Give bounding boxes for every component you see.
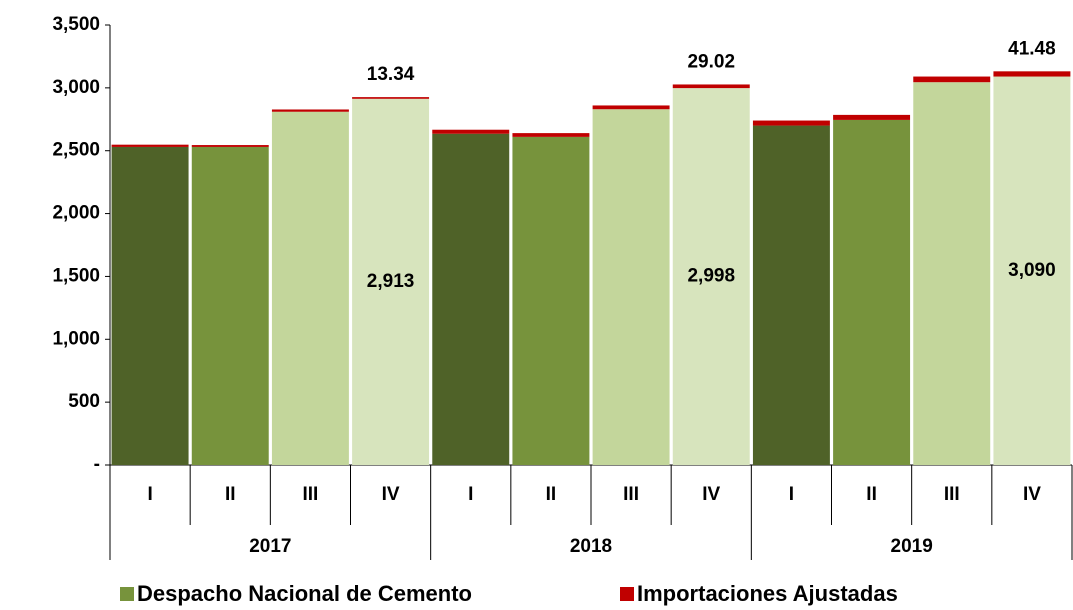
x-tick-label: II: [866, 484, 877, 505]
y-tick-label: 1,000: [52, 328, 100, 349]
bar-segment: [432, 129, 510, 134]
y-tick-label: 2,500: [52, 140, 100, 161]
x-tick-label: II: [225, 484, 236, 505]
x-tick-label: I: [147, 484, 152, 505]
x-tick-label: III: [302, 484, 318, 505]
bar-segment: [191, 146, 269, 465]
value-label: 2,913: [367, 271, 415, 292]
value-label: 3,090: [1008, 260, 1056, 281]
x-tick-label: IV: [702, 484, 720, 505]
bar-segment: [672, 84, 750, 89]
y-tick-label: 1,500: [52, 265, 100, 286]
x-tick-label: IV: [1023, 484, 1041, 505]
bar-segment: [432, 133, 510, 465]
bar-segment: [111, 144, 189, 147]
bar-segment: [993, 76, 1071, 466]
bar-segment: [913, 76, 991, 83]
legend-label: Importaciones Ajustadas: [637, 581, 898, 606]
group-label: 2018: [570, 536, 612, 557]
bar-segment: [833, 114, 911, 120]
bar-segment: [752, 125, 830, 466]
bar-segment: [512, 136, 590, 465]
bar-segment: [352, 98, 430, 466]
y-tick-label: -: [94, 454, 100, 475]
legend-swatch: [620, 587, 634, 601]
bar-segment: [993, 71, 1071, 77]
group-label: 2017: [249, 536, 291, 557]
bar-segment: [191, 145, 269, 147]
x-tick-label: III: [944, 484, 960, 505]
bar-segment: [271, 109, 349, 112]
x-tick-label: II: [546, 484, 557, 505]
legend-swatch: [120, 587, 134, 601]
bar-segment: [672, 88, 750, 465]
y-tick-label: 2,000: [52, 203, 100, 224]
value-label: 2,998: [687, 266, 735, 287]
bar-segment: [111, 146, 189, 465]
value-label: 29.02: [687, 51, 735, 72]
value-label: 13.34: [367, 64, 415, 85]
bar-segment: [592, 109, 670, 465]
y-tick-label: 500: [68, 391, 100, 412]
bar-segment: [271, 111, 349, 465]
legend-label: Despacho Nacional de Cemento: [137, 581, 472, 606]
y-tick-label: 3,500: [52, 14, 100, 35]
value-label: 41.48: [1008, 38, 1056, 59]
x-tick-label: III: [623, 484, 639, 505]
bar-segment: [352, 97, 430, 99]
x-tick-label: I: [468, 484, 473, 505]
group-label: 2019: [891, 536, 933, 557]
y-tick-label: 3,000: [52, 77, 100, 98]
bar-segment: [833, 119, 911, 466]
bar-segment: [913, 82, 991, 465]
bar-segment: [512, 133, 590, 137]
bar-segment: [752, 120, 830, 126]
x-tick-label: IV: [382, 484, 400, 505]
bar-segment: [592, 105, 670, 110]
x-tick-label: I: [789, 484, 794, 505]
